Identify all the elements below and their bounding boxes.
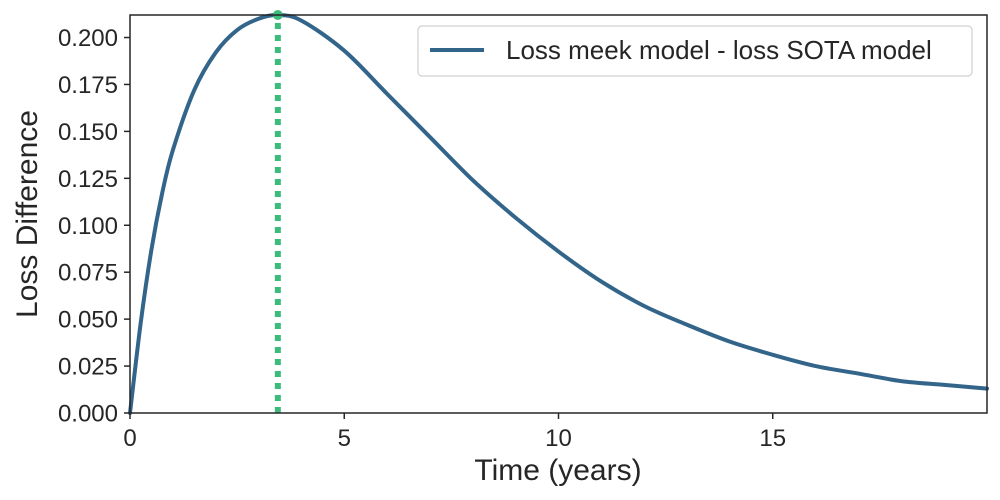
y-tick-label: 0.200: [58, 25, 118, 52]
y-tick-label: 0.075: [58, 260, 118, 287]
y-tick-label: 0.000: [58, 401, 118, 428]
tick-marks: [124, 36, 774, 419]
y-tick-label: 0.100: [58, 213, 118, 240]
x-tick-label: 5: [338, 425, 351, 452]
y-tick-label: 0.025: [58, 354, 118, 381]
y-tick-label: 0.125: [58, 166, 118, 193]
x-tick-label: 15: [759, 425, 786, 452]
y-axis-label: Loss Difference: [11, 110, 44, 318]
legend-entry-label: Loss meek model - loss SOTA model: [506, 35, 932, 65]
legend-box: [417, 25, 973, 77]
legend: Loss meek model - loss SOTA model: [417, 25, 973, 77]
series-line-loss-difference: [128, 12, 989, 415]
y-tick-label: 0.175: [58, 72, 118, 99]
x-axis-label: Time (years): [474, 454, 641, 487]
y-tick-label: 0.050: [58, 307, 118, 334]
y-tick-label: 0.150: [58, 119, 118, 146]
x-tick-label: 0: [123, 425, 136, 452]
x-tick-label: 10: [545, 425, 572, 452]
